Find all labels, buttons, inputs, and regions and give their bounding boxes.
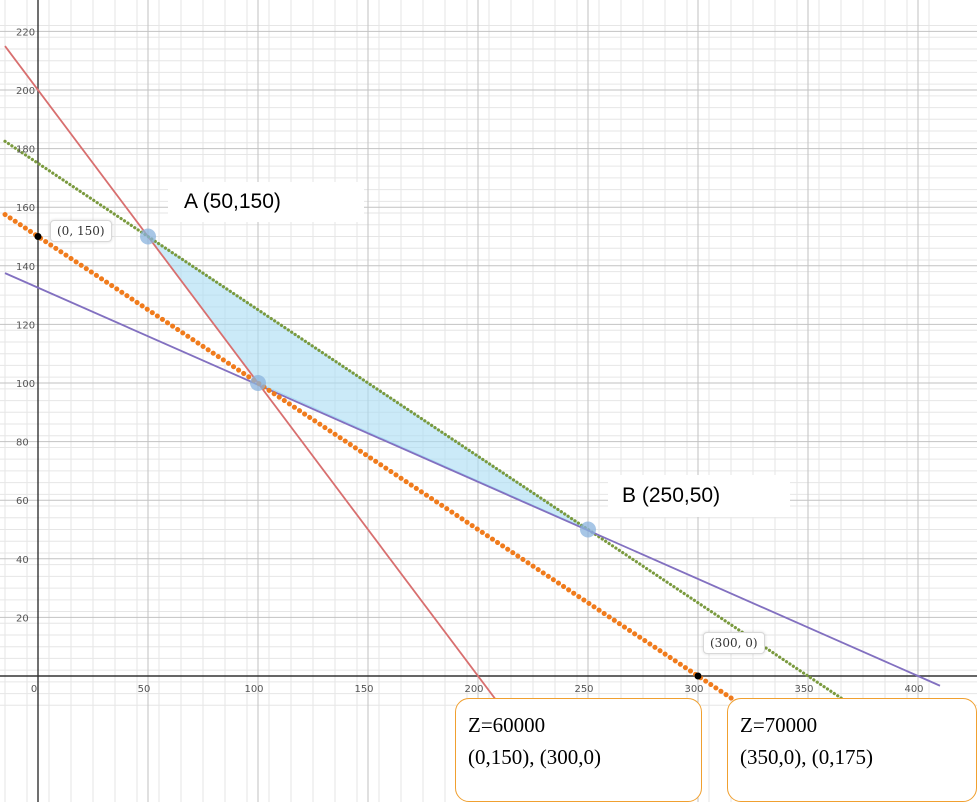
- point-label-300-0: (300, 0): [703, 632, 765, 654]
- x-tick-label: 50: [138, 684, 151, 695]
- vertex-highlight: [580, 521, 596, 538]
- y-tick-label: 120: [16, 320, 35, 331]
- vertex-highlight: [250, 375, 266, 391]
- x-tick-label: 200: [464, 684, 483, 695]
- y-tick-label: 60: [16, 496, 29, 507]
- point-label-0-150: (0, 150): [50, 220, 112, 242]
- z-box-60000: Z=60000 (0,150), (300,0): [455, 698, 702, 802]
- y-tick-label: 200: [16, 86, 35, 97]
- z-points: (350,0), (0,175): [740, 745, 873, 769]
- y-tick-label: 180: [16, 145, 35, 156]
- x-tick-label: 400: [904, 684, 923, 695]
- x-tick-label: 100: [244, 684, 263, 695]
- y-tick-label: 220: [16, 27, 35, 38]
- y-tick-label: 140: [16, 262, 35, 273]
- x-tick-label: 150: [354, 684, 373, 695]
- marked-point: [34, 233, 42, 240]
- constraint-lines: [2, 45, 941, 738]
- tick-labels: 0 50 100 150 200 250 300 350 400 20 40 60 80 100 120 14…: [16, 27, 924, 695]
- y-tick-label: 20: [16, 613, 29, 624]
- x-tick-label: 350: [794, 684, 813, 695]
- z-value: Z=60000: [468, 713, 546, 737]
- vertex-b-label: B (250,50): [608, 475, 790, 517]
- y-tick-label: 40: [16, 555, 29, 566]
- vertex-highlight: [140, 228, 156, 245]
- vertex-a-label: A (50,150): [168, 182, 364, 222]
- marked-point: [694, 672, 702, 680]
- y-tick-label: 160: [16, 203, 35, 214]
- x-tick-label: 250: [574, 684, 593, 695]
- line-purple: [4, 272, 941, 687]
- x-tick-label: 300: [684, 684, 703, 695]
- y-tick-label: 100: [16, 379, 35, 390]
- x-tick-label: 0: [31, 684, 37, 695]
- points: [34, 228, 702, 680]
- z-box-70000: Z=70000 (350,0), (0,175): [727, 698, 977, 802]
- z-value: Z=70000: [740, 713, 818, 737]
- y-tick-label: 80: [16, 438, 29, 449]
- z-points: (0,150), (300,0): [468, 745, 601, 769]
